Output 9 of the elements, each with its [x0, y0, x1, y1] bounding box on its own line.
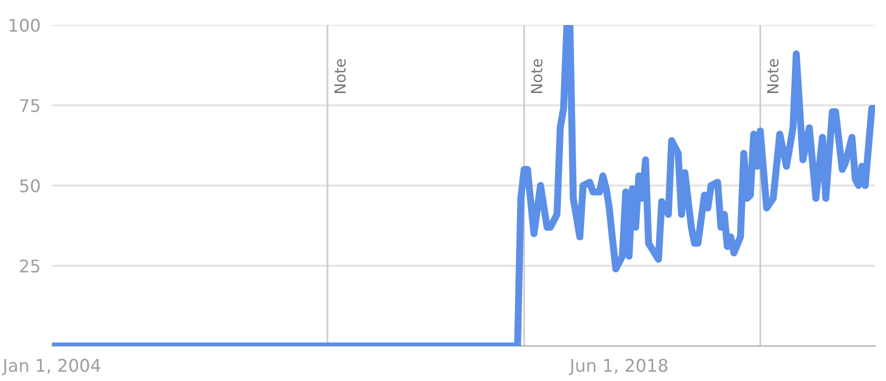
y-tick-label: 75 — [20, 99, 40, 112]
y-tick-label: 25 — [20, 259, 40, 273]
y-tick-label: 100 — [10, 18, 40, 32]
ref-line-label: Note — [767, 59, 779, 93]
ref-line-label: Note — [531, 59, 542, 93]
ref-line-label: Note — [334, 59, 346, 93]
x-tick-label: Jan 1, 2004 — [2, 358, 100, 376]
x-tick-label: Jun 1, 2018 — [568, 358, 668, 376]
y-tick-label: 50 — [20, 179, 40, 192]
